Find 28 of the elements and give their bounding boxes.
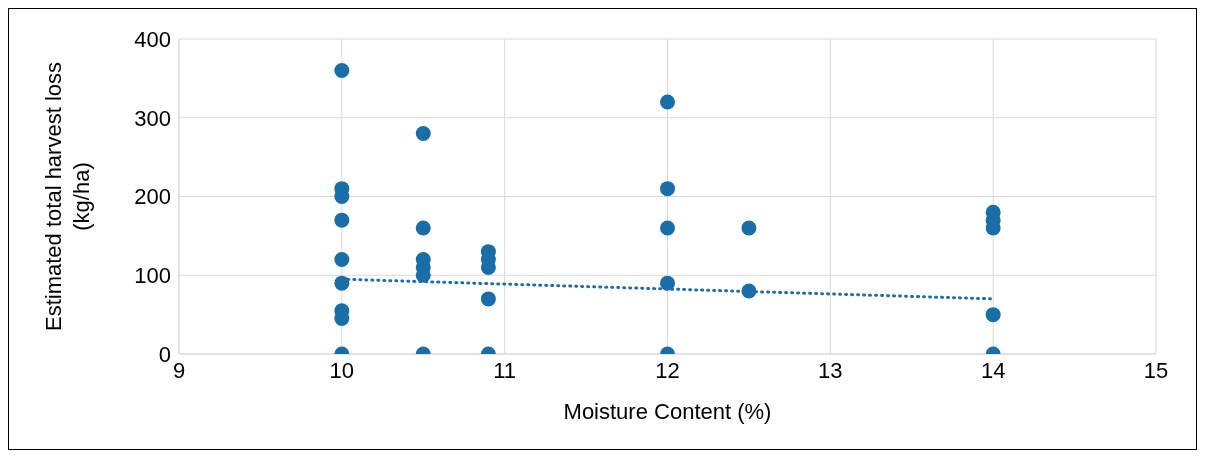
point <box>741 220 757 236</box>
point <box>660 275 675 291</box>
x-tick-label: 12 <box>655 357 680 383</box>
point <box>660 220 675 236</box>
x-tick-label: 15 <box>1143 357 1169 383</box>
point <box>415 220 431 236</box>
x-axis-title: Moisture Content (%) <box>563 399 772 424</box>
point <box>985 307 1001 323</box>
point <box>415 126 431 141</box>
point <box>741 283 757 299</box>
point <box>334 275 350 291</box>
y-tick-label: 200 <box>134 184 171 210</box>
y-axis-title: Estimated total harvest loss (kg/ha) <box>41 61 94 332</box>
point <box>480 291 496 307</box>
x-tick-label: 9 <box>172 357 186 383</box>
y-tick-label: 0 <box>158 341 171 367</box>
point <box>334 212 350 228</box>
point <box>334 252 350 267</box>
y-tick-label: 100 <box>134 263 171 289</box>
x-tick-label: 10 <box>329 357 355 383</box>
x-tick-label: 13 <box>818 357 843 383</box>
x-tick-label: 14 <box>980 357 1006 383</box>
y-tick-label: 300 <box>134 105 171 131</box>
y-tick-label: 400 <box>134 26 171 52</box>
point <box>660 94 675 110</box>
point <box>334 63 350 78</box>
point <box>660 181 675 197</box>
x-tick-label: 11 <box>493 357 517 383</box>
